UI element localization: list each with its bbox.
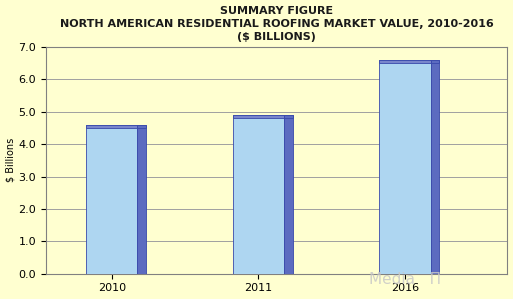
Bar (430, 60, 439, 274)
Y-axis label: $ Billions: $ Billions (6, 138, 15, 182)
Bar (379, 60, 430, 274)
Bar (379, 60, 430, 63)
Bar (137, 125, 146, 128)
Title: SUMMARY FIGURE
NORTH AMERICAN RESIDENTIAL ROOFING MARKET VALUE, 2010-2016
($ BIL: SUMMARY FIGURE NORTH AMERICAN RESIDENTIA… (60, 6, 494, 42)
Bar (137, 125, 146, 274)
Bar (86, 125, 137, 274)
Bar (86, 125, 137, 128)
Bar (233, 115, 284, 118)
Bar (233, 115, 284, 274)
Text: Media   П: Media П (369, 272, 442, 287)
Bar (284, 115, 293, 118)
Bar (284, 115, 293, 274)
Bar (430, 60, 439, 63)
